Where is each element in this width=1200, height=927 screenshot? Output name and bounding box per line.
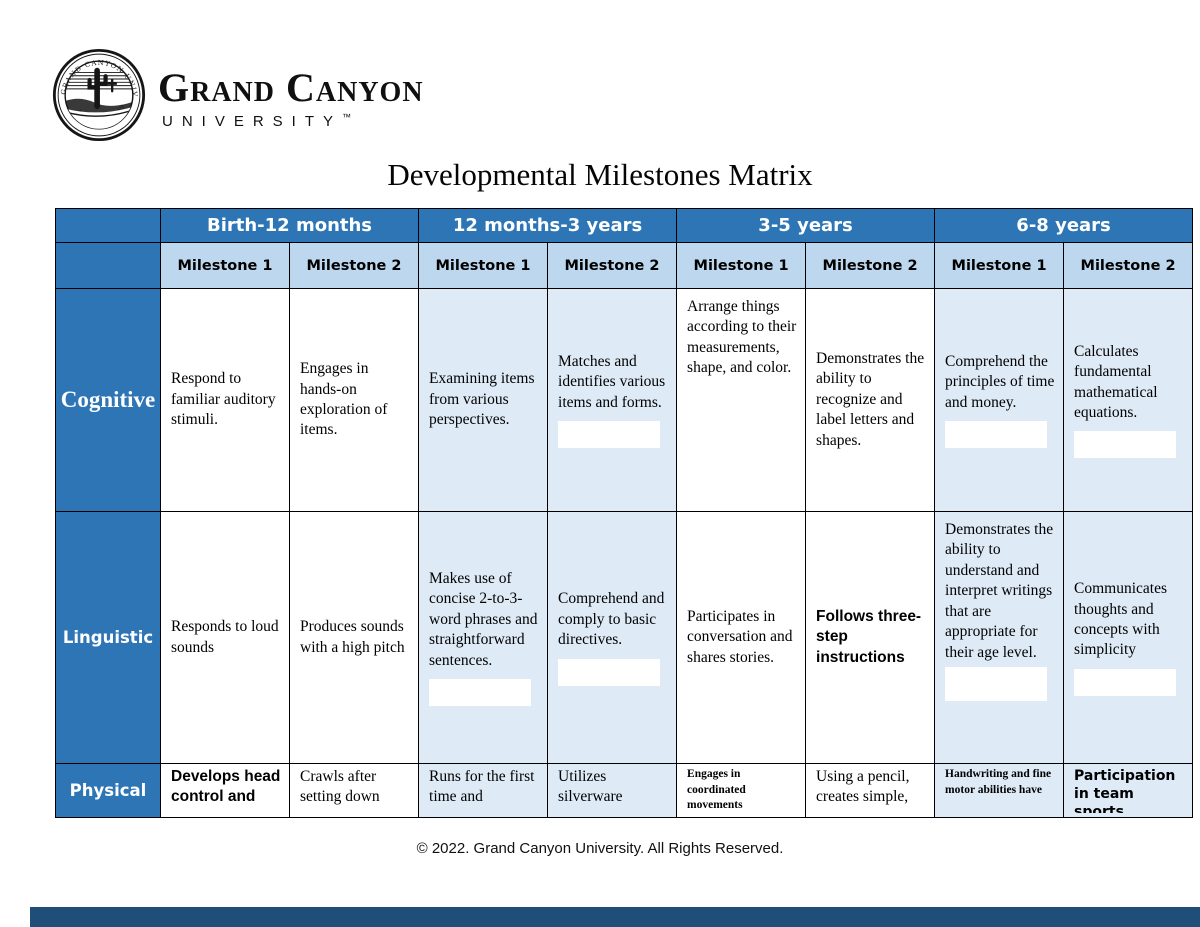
table-cell: Responds to loud sounds — [160, 511, 290, 764]
table-cell: Follows three-step instructions — [805, 511, 936, 764]
blank-highlight — [945, 421, 1048, 449]
milestone-header: Milestone 2 — [1063, 242, 1194, 289]
milestone-header: Milestone 1 — [418, 242, 549, 289]
corner-cell — [55, 208, 161, 243]
table-cell: Participates in conversation and shares … — [676, 511, 807, 764]
blank-highlight — [429, 679, 532, 707]
table-cell: Participation in team sports — [1063, 763, 1194, 818]
cognitive-row: Cognitive Respond to familiar auditory s… — [55, 288, 1194, 512]
age-header-birth-12: Birth-12 months — [159, 208, 420, 243]
corner-cell — [55, 242, 161, 289]
copyright-text: © 2022. Grand Canyon University. All Rig… — [416, 840, 784, 857]
blank-highlight — [1074, 668, 1177, 696]
table-cell: Utilizes silverware — [547, 763, 678, 818]
table-cell: Develops head control and — [160, 763, 290, 818]
seal-desert-scene — [65, 67, 133, 129]
gcu-university-text: UNIVERSITY™ — [162, 112, 352, 130]
row-label-linguistic: Linguistic — [55, 511, 161, 764]
page-title: Developmental Milestones Matrix — [387, 157, 813, 192]
table-cell: Using a pencil, creates simple, — [805, 763, 936, 818]
milestone-header: Milestone 1 — [160, 242, 290, 289]
table-cell: Comprehend and comply to basic directive… — [547, 511, 678, 764]
table-cell: Crawls after setting down — [288, 763, 420, 818]
blank-highlight — [558, 658, 661, 686]
age-header-3-5y: 3-5 years — [676, 208, 936, 243]
table-cell: Handwriting and fine motor abilities hav… — [934, 763, 1065, 818]
trademark-symbol: ™ — [342, 112, 352, 122]
milestone-header: Milestone 2 — [547, 242, 678, 289]
blank-highlight — [945, 667, 1048, 702]
blank-highlight — [558, 421, 661, 449]
table-cell: Runs for the first time and — [418, 763, 549, 818]
milestone-header: Milestone 2 — [805, 242, 936, 289]
table-cell: Arrange things according to their measur… — [676, 288, 807, 512]
milestones-matrix-table: Birth-12 months 12 months-3 years 3-5 ye… — [55, 208, 1194, 818]
age-header-row: Birth-12 months 12 months-3 years 3-5 ye… — [55, 208, 1194, 243]
milestone-header: Milestone 2 — [288, 242, 420, 289]
table-cell: Engages in hands-on exploration of items… — [288, 288, 420, 512]
table-cell: Demonstrates the ability to recognize an… — [805, 288, 936, 512]
gcu-wordmark: Grand Canyon UNIVERSITY™ — [158, 48, 424, 131]
gcu-seal-icon: GRAND CANYON UNIVERSITY ARIZONA 1949 — [52, 48, 146, 142]
table-cell: Respond to familiar auditory stimuli. — [160, 288, 290, 512]
physical-row: Physical Develops head control and Crawl… — [55, 763, 1194, 818]
table-cell: Comprehend the principles of time and mo… — [934, 288, 1065, 512]
row-label-physical: Physical — [55, 763, 161, 818]
age-header-6-8y: 6-8 years — [934, 208, 1194, 243]
milestone-header-row: Milestone 1 Milestone 2 Milestone 1 Mile… — [55, 242, 1194, 289]
gcu-logo: GRAND CANYON UNIVERSITY ARIZONA 1949 — [52, 48, 424, 142]
table-cell: Matches and identifies various items and… — [547, 288, 678, 512]
row-label-cognitive: Cognitive — [55, 288, 161, 512]
table-cell: Calculates fundamental mathematical equa… — [1063, 288, 1194, 512]
linguistic-row: Linguistic Responds to loud sounds Produ… — [55, 511, 1194, 764]
footer-accent-bar — [30, 907, 1200, 927]
table-cell: Makes use of concise 2-to-3-word phrases… — [418, 511, 549, 764]
milestone-header: Milestone 1 — [934, 242, 1065, 289]
gcu-name-text: Grand Canyon — [158, 65, 424, 110]
blank-highlight — [1074, 431, 1177, 459]
table-cell: Demonstrates the ability to understand a… — [934, 511, 1065, 764]
table-cell: Produces sounds with a high pitch — [288, 511, 420, 764]
table-cell: Engages in coordinated movements — [676, 763, 807, 818]
table-cell: Communicates thoughts and concepts with … — [1063, 511, 1194, 764]
table-cell: Examining items from various perspective… — [418, 288, 549, 512]
age-header-12m-3y: 12 months-3 years — [418, 208, 678, 243]
milestone-header: Milestone 1 — [676, 242, 807, 289]
